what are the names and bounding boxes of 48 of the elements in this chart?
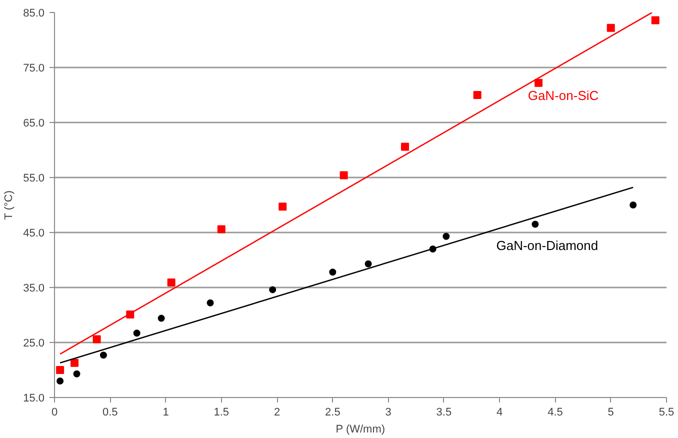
point [534,78,543,87]
point [278,202,287,211]
point [473,91,482,99]
point [401,142,410,151]
x-tick-label: 1.5 [214,406,230,418]
x-tick-label: 4 [496,406,503,418]
x-tick-label: 3.5 [436,406,452,418]
y-tick-label: 55.0 [23,172,45,184]
y-tick-label: 35.0 [23,282,45,294]
point [532,220,539,228]
point [217,225,226,234]
y-tick-label: 45.0 [23,228,45,240]
point [92,335,101,344]
point [606,24,615,32]
point [206,299,214,306]
y-tick-label: 25.0 [23,338,45,350]
y-tick-label: 65.0 [23,118,45,130]
x-tick-label: 2.5 [325,406,340,418]
point [269,286,276,294]
point [158,314,165,322]
y-tick-label: 85.0 [23,8,45,20]
point [167,278,176,287]
point [56,378,64,384]
series-label: GaN-on-SiC [528,88,599,104]
x-tick-label: 2 [274,406,280,418]
x-axis-title: P (W/mm) [336,424,386,436]
x-tick-label: 0 [51,406,58,418]
x-tick-label: 4.5 [548,406,563,418]
y-tick-label: 15.0 [23,392,45,404]
point [73,370,80,378]
x-tick-label: 1 [162,406,169,418]
point [70,358,79,367]
point [340,171,348,180]
point [56,366,64,374]
y-tick-label: 75.0 [23,62,45,74]
point [630,202,637,208]
x-tick-label: 3 [385,406,392,418]
x-tick-label: 5.5 [658,406,674,418]
point [133,330,140,337]
point [651,16,660,24]
x-tick-label: 5 [608,406,614,418]
y-axis-title: T (°C) [3,190,16,220]
point [329,268,336,276]
point [364,260,372,268]
series-label: GaN-on-Diamond [496,238,598,254]
point [100,352,107,359]
point [442,232,450,240]
x-tick-label: 0.5 [102,406,118,418]
